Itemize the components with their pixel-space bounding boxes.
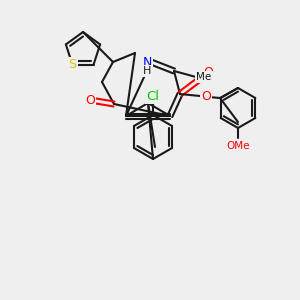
Text: O: O: [85, 94, 95, 106]
Text: O: O: [201, 91, 211, 103]
Text: Me: Me: [196, 72, 211, 82]
Text: Cl: Cl: [146, 89, 160, 103]
Text: O: O: [203, 65, 213, 79]
Text: S: S: [68, 58, 76, 71]
Text: OMe: OMe: [226, 141, 250, 151]
Text: N: N: [142, 56, 152, 68]
Text: H: H: [143, 66, 151, 76]
